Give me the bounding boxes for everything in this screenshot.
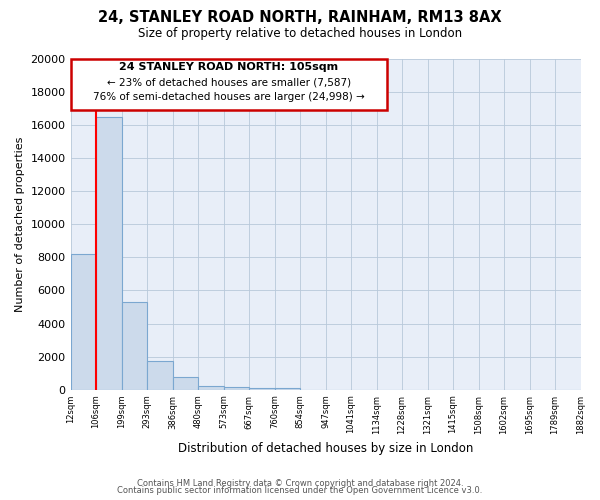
Text: 24, STANLEY ROAD NORTH, RAINHAM, RM13 8AX: 24, STANLEY ROAD NORTH, RAINHAM, RM13 8A…	[98, 10, 502, 25]
Y-axis label: Number of detached properties: Number of detached properties	[15, 136, 25, 312]
Bar	[96, 117, 122, 390]
Text: ← 23% of detached houses are smaller (7,587): ← 23% of detached houses are smaller (7,…	[107, 77, 350, 87]
Bar	[122, 302, 147, 390]
Bar	[147, 360, 173, 390]
Bar	[224, 387, 249, 390]
Text: Contains HM Land Registry data © Crown copyright and database right 2024.: Contains HM Land Registry data © Crown c…	[137, 478, 463, 488]
Bar	[275, 388, 300, 390]
FancyBboxPatch shape	[71, 59, 387, 110]
X-axis label: Distribution of detached houses by size in London: Distribution of detached houses by size …	[178, 442, 473, 455]
Bar	[71, 254, 96, 390]
Bar	[198, 386, 224, 390]
Bar	[249, 388, 275, 390]
Text: 76% of semi-detached houses are larger (24,998) →: 76% of semi-detached houses are larger (…	[93, 92, 365, 102]
Text: Size of property relative to detached houses in London: Size of property relative to detached ho…	[138, 28, 462, 40]
Text: Contains public sector information licensed under the Open Government Licence v3: Contains public sector information licen…	[118, 486, 482, 495]
Bar	[173, 378, 198, 390]
Text: 24 STANLEY ROAD NORTH: 105sqm: 24 STANLEY ROAD NORTH: 105sqm	[119, 62, 338, 72]
